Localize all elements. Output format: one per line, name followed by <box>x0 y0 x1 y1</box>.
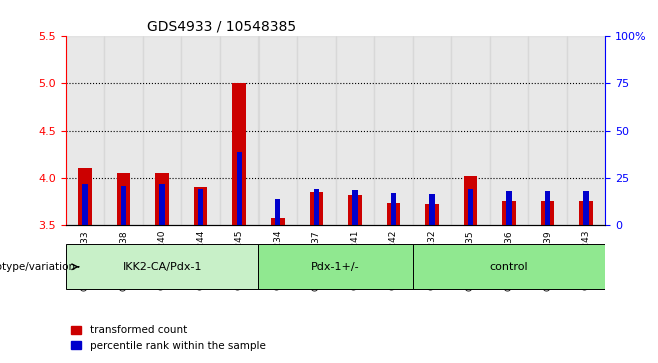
FancyBboxPatch shape <box>66 244 259 289</box>
Bar <box>198 189 203 225</box>
Bar <box>232 83 246 225</box>
Bar <box>159 184 165 225</box>
FancyBboxPatch shape <box>259 244 413 289</box>
Text: genotype/variation: genotype/variation <box>0 262 75 272</box>
Bar <box>348 195 362 225</box>
Bar <box>387 203 400 225</box>
Text: Pdx-1+/-: Pdx-1+/- <box>311 262 360 272</box>
Bar <box>579 200 593 225</box>
Bar <box>121 186 126 225</box>
Bar <box>275 199 280 225</box>
Bar <box>391 193 396 225</box>
Bar <box>502 200 516 225</box>
Bar <box>155 173 169 225</box>
Bar <box>117 173 130 225</box>
Bar <box>584 191 589 225</box>
FancyBboxPatch shape <box>413 244 605 289</box>
Bar <box>78 168 92 225</box>
Bar <box>66 36 105 225</box>
Bar <box>464 176 477 225</box>
Bar <box>143 36 182 225</box>
Bar <box>541 200 554 225</box>
Bar <box>413 36 451 225</box>
Bar <box>220 36 259 225</box>
Bar <box>336 36 374 225</box>
Bar <box>352 190 357 225</box>
Bar <box>309 192 323 225</box>
Bar <box>271 217 284 225</box>
Bar <box>468 189 473 225</box>
Bar <box>194 187 207 225</box>
Bar <box>259 36 297 225</box>
Bar <box>490 36 528 225</box>
Text: GDS4933 / 10548385: GDS4933 / 10548385 <box>147 20 296 34</box>
Bar <box>236 152 242 225</box>
Bar <box>182 36 220 225</box>
Bar <box>451 36 490 225</box>
Text: IKK2-CA/Pdx-1: IKK2-CA/Pdx-1 <box>122 262 202 272</box>
Legend: transformed count, percentile rank within the sample: transformed count, percentile rank withi… <box>71 325 266 351</box>
Bar <box>297 36 336 225</box>
Bar <box>374 36 413 225</box>
Text: control: control <box>490 262 528 272</box>
Bar <box>105 36 143 225</box>
Bar <box>429 194 435 225</box>
Bar <box>82 184 88 225</box>
Bar <box>567 36 605 225</box>
Bar <box>425 204 439 225</box>
Bar <box>314 189 319 225</box>
Bar <box>545 191 550 225</box>
Bar <box>506 191 512 225</box>
Bar <box>528 36 567 225</box>
